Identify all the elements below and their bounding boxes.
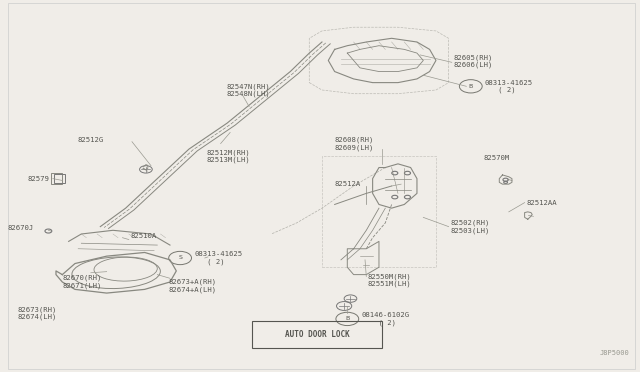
Text: J8P5000: J8P5000 (600, 350, 629, 356)
Text: 82670(RH)
82671(LH): 82670(RH) 82671(LH) (62, 275, 102, 289)
Text: 82570M: 82570M (483, 155, 509, 161)
Text: 82512G: 82512G (77, 137, 104, 143)
Text: 82547N(RH)
82548N(LH): 82547N(RH) 82548N(LH) (227, 83, 271, 97)
Text: 82512A: 82512A (335, 181, 361, 187)
Text: 08146-6102G
    ( 2): 08146-6102G ( 2) (361, 312, 410, 326)
Text: 82670J: 82670J (8, 225, 34, 231)
Text: B: B (468, 84, 473, 89)
Text: 82673+A(RH)
82674+A(LH): 82673+A(RH) 82674+A(LH) (169, 279, 217, 293)
Text: 82502(RH)
82503(LH): 82502(RH) 82503(LH) (451, 219, 490, 234)
Text: 82512AA: 82512AA (527, 200, 557, 206)
Text: 82608(RH)
82609(LH): 82608(RH) 82609(LH) (335, 137, 374, 151)
Text: B: B (345, 317, 349, 321)
Text: 08313-41625
   ( 2): 08313-41625 ( 2) (484, 80, 533, 93)
Text: 82673(RH)
82674(LH): 82673(RH) 82674(LH) (18, 307, 58, 320)
Text: 82605(RH)
82606(LH): 82605(RH) 82606(LH) (453, 54, 492, 68)
Text: 08313-41625
   ( 2): 08313-41625 ( 2) (194, 251, 242, 265)
Text: 82512M(RH)
82513M(LH): 82512M(RH) 82513M(LH) (207, 150, 250, 163)
Bar (51, 173, 62, 184)
Text: 82550M(RH)
82551M(LH): 82550M(RH) 82551M(LH) (367, 273, 412, 287)
Text: S: S (178, 256, 182, 260)
Text: 82510A: 82510A (131, 233, 157, 239)
Text: AUTO DOOR LOCK: AUTO DOOR LOCK (285, 330, 349, 339)
Text: 82579: 82579 (28, 176, 50, 182)
Bar (54, 174, 65, 183)
